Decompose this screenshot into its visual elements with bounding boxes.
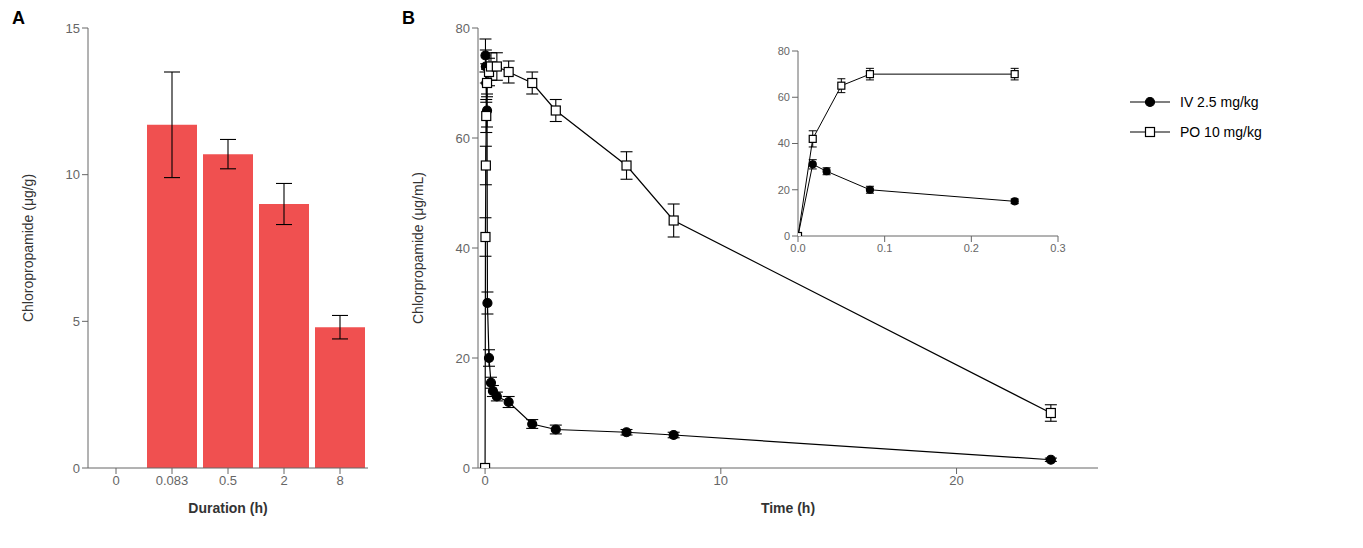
svg-text:0.0: 0.0 [791,242,806,254]
svg-text:Time (h): Time (h) [761,500,815,516]
svg-text:40: 40 [456,241,470,256]
html-text:A: A [12,8,25,28]
svg-text:20: 20 [456,351,470,366]
svg-text:0: 0 [112,473,119,488]
svg-text:Chloropropamide (μg/g): Chloropropamide (μg/g) [20,174,36,322]
svg-text:8: 8 [336,473,343,488]
svg-text:10: 10 [714,473,728,488]
svg-text:10: 10 [66,167,80,182]
svg-text:0.2: 0.2 [964,242,979,254]
svg-text:0: 0 [463,461,470,476]
svg-text:20: 20 [778,184,790,196]
svg-text:0.5: 0.5 [219,473,237,488]
svg-text:0: 0 [784,230,790,242]
svg-text:20: 20 [949,473,963,488]
svg-text:60: 60 [778,91,790,103]
svg-text:Chlorpropamide (μg/mL): Chlorpropamide (μg/mL) [410,172,426,324]
svg-text:Duration (h): Duration (h) [188,500,267,516]
html-text:B: B [402,8,415,28]
svg-text:80: 80 [456,21,470,36]
svg-text:60: 60 [456,131,470,146]
svg-text:80: 80 [778,45,790,57]
svg-text:0.1: 0.1 [877,242,892,254]
html-text:PO 10 mg/kg: PO 10 mg/kg [1180,124,1262,140]
svg-text:0: 0 [481,473,488,488]
svg-text:0.3: 0.3 [1051,242,1066,254]
svg-text:0: 0 [73,461,80,476]
svg-text:5: 5 [73,314,80,329]
svg-text:0.083: 0.083 [156,473,189,488]
svg-text:2: 2 [280,473,287,488]
svg-text:40: 40 [778,138,790,150]
html-text:IV 2.5 mg/kg: IV 2.5 mg/kg [1180,94,1259,110]
svg-text:15: 15 [66,21,80,36]
